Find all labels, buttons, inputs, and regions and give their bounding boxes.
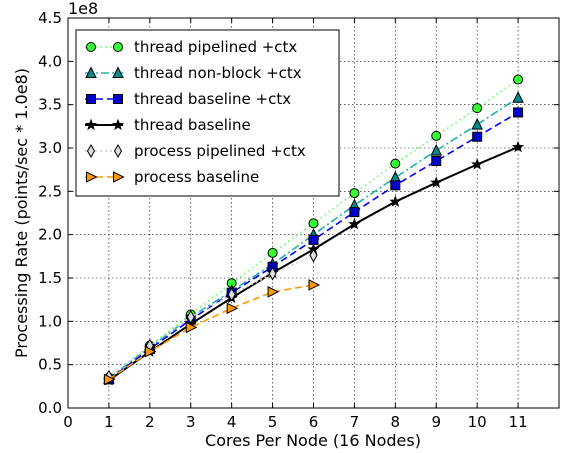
data-point — [113, 144, 123, 158]
y-tick-label: 1.5 — [38, 269, 62, 287]
data-point — [472, 103, 483, 114]
legend-label: process baseline — [134, 168, 259, 186]
data-point — [430, 143, 443, 156]
y-tick-label: 0.5 — [38, 356, 62, 374]
data-point — [513, 107, 524, 118]
legend-label: thread non-block +ctx — [134, 64, 302, 82]
y-tick-label: 3.0 — [38, 139, 62, 157]
legend-entry: thread baseline +ctx — [85, 90, 291, 108]
data-point — [431, 130, 442, 141]
data-point — [111, 118, 125, 131]
ticks: 0 1 2 3 4 5 6 7 8 9 10 11 0.0 0.5 1.0 1.5 2.0 2.5 3.0 3.5 4.… — [38, 9, 559, 431]
data-point — [308, 279, 321, 291]
x-tick-label: 0 — [63, 413, 73, 431]
data-point — [85, 66, 97, 78]
data-point — [86, 42, 96, 52]
data-point — [471, 158, 484, 170]
data-point — [349, 207, 360, 218]
legend-label: process pipelined +ctx — [134, 142, 306, 160]
data-point — [390, 180, 401, 191]
x-tick-label: 11 — [509, 413, 528, 431]
data-point — [389, 195, 402, 207]
series — [103, 279, 321, 386]
data-point — [472, 131, 483, 142]
data-point — [185, 321, 198, 334]
y-tick-label: 4.5 — [38, 9, 62, 27]
data-point — [268, 266, 277, 281]
data-point — [186, 310, 195, 324]
data-point — [86, 94, 96, 104]
series-line — [108, 97, 519, 380]
legend: thread pipelined +ctx thread non-block +c… — [75, 29, 340, 197]
data-point — [471, 117, 483, 130]
series-line — [108, 284, 314, 381]
data-point — [512, 140, 525, 153]
y-tick-label: 2.0 — [38, 226, 62, 244]
data-point — [349, 188, 360, 199]
x-tick-label: 3 — [186, 413, 196, 431]
legend-label: thread baseline — [134, 116, 251, 134]
data-point — [431, 156, 442, 166]
legend-entry: thread pipelined +ctx — [85, 38, 297, 56]
legend-entry: thread baseline — [84, 116, 251, 134]
data-point — [103, 373, 116, 386]
data-point — [86, 171, 98, 183]
x-tick-label: 9 — [431, 413, 441, 431]
legend-label: thread pipelined +ctx — [134, 38, 297, 56]
series-layer — [102, 74, 525, 386]
data-point — [348, 217, 361, 230]
legend-box — [75, 29, 340, 197]
data-point — [308, 234, 319, 245]
legend-entry: thread non-block +ctx — [85, 64, 302, 82]
data-point — [512, 91, 524, 103]
data-point — [308, 218, 319, 229]
data-point — [226, 302, 239, 315]
y-tick-label: 0.0 — [38, 399, 62, 417]
x-tick-label: 1 — [104, 413, 114, 431]
data-point — [113, 42, 123, 52]
x-tick-label: 10 — [468, 413, 487, 431]
x-tick-label: 5 — [268, 413, 278, 431]
data-point — [112, 66, 124, 78]
y-offset-label: 1e8 — [68, 0, 98, 18]
y-tick-label: 2.5 — [38, 182, 62, 200]
data-point — [267, 286, 280, 298]
x-tick-label: 8 — [391, 413, 401, 431]
x-tick-label: 4 — [227, 413, 237, 431]
data-point — [227, 287, 236, 302]
y-tick-label: 1.0 — [38, 312, 62, 330]
data-point — [113, 94, 123, 104]
legend-entry: process pipelined +ctx — [85, 142, 306, 160]
data-point — [267, 247, 278, 258]
legend-entry: process baseline — [85, 168, 259, 186]
data-point — [390, 158, 401, 169]
y-axis-label: Processing Rate (points/sec * 1.0e8) — [12, 68, 31, 358]
y-tick-label: 3.5 — [38, 96, 62, 114]
y-tick-label: 4.0 — [38, 52, 62, 70]
x-tick-label: 6 — [309, 413, 319, 431]
data-point — [513, 74, 524, 85]
data-point — [84, 118, 98, 131]
data-point — [144, 345, 157, 358]
x-tick-label: 2 — [145, 413, 155, 431]
data-point — [86, 144, 96, 158]
data-point — [309, 248, 318, 263]
data-point — [430, 176, 443, 188]
data-point — [113, 171, 125, 183]
legend-label: thread baseline +ctx — [134, 90, 291, 108]
x-axis-label: Cores Per Node (16 Nodes) — [205, 431, 421, 450]
x-tick-label: 7 — [350, 413, 360, 431]
series-line — [108, 254, 314, 378]
